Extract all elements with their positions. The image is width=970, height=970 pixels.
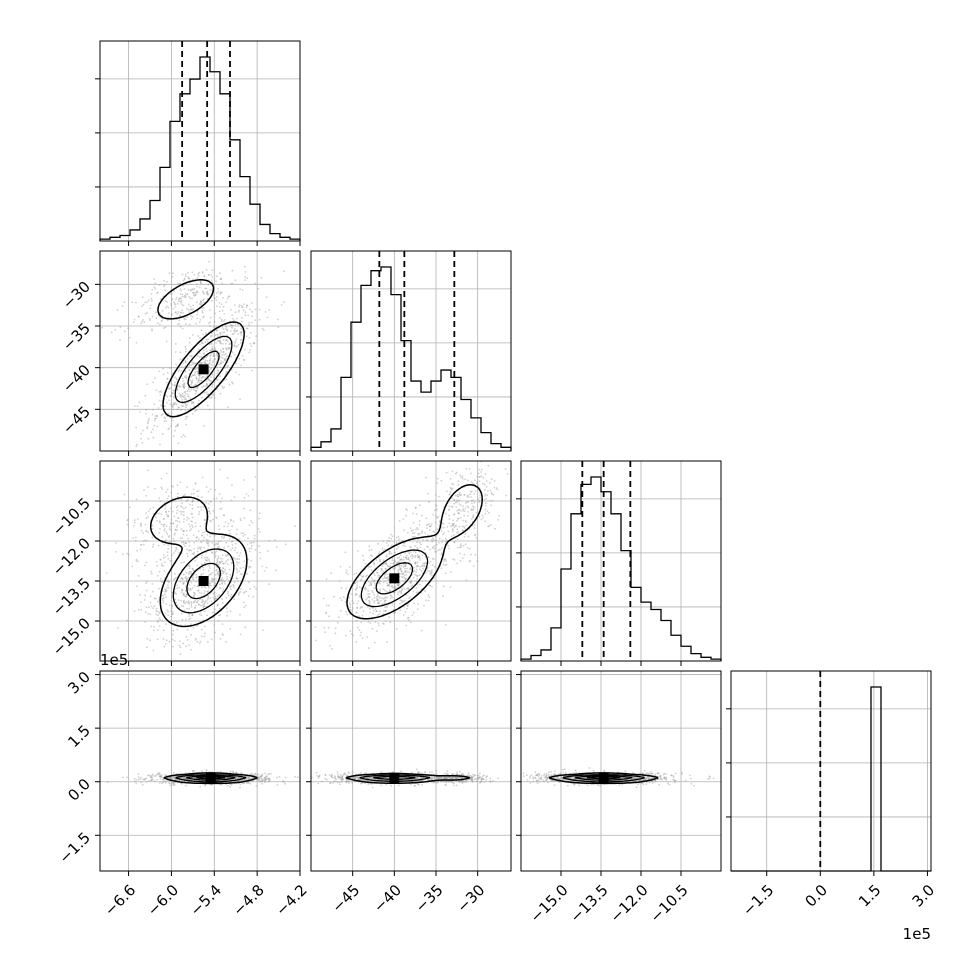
x-tick-label: 0.0 (801, 881, 831, 911)
contour-line (157, 279, 245, 418)
density-peak (389, 773, 400, 784)
panel-frame (99, 460, 301, 662)
y-tick-label: −45 (59, 403, 94, 438)
y-tick-label: −35 (59, 319, 94, 354)
y-offset-label: 1e5 (100, 651, 128, 669)
scatter-points (101, 260, 285, 451)
y-tick-label: −10.5 (49, 494, 94, 539)
y-tick-label: 3.0 (64, 668, 94, 698)
panel-frame (99, 670, 301, 872)
x-tick-label: −30 (453, 881, 488, 916)
x-tick-label: −1.5 (739, 881, 777, 919)
panel-frame (310, 250, 512, 452)
histogram-step-0 (99, 56, 301, 241)
contour-line (174, 335, 233, 404)
x-tick-label: −15.0 (527, 881, 572, 926)
panel-frame (310, 460, 512, 662)
contour-line (345, 772, 471, 784)
histogram-step-3 (731, 686, 931, 872)
density-peak (205, 773, 216, 784)
panel-frame (99, 250, 301, 452)
panel-frame (730, 670, 932, 872)
panel-frame (310, 670, 512, 872)
density-peak (198, 364, 209, 375)
x-tick-label: −5.4 (187, 881, 225, 919)
contour-line (548, 772, 659, 785)
panel-frame (520, 460, 722, 662)
y-tick-label: −12.0 (49, 534, 94, 579)
contour-line (163, 772, 258, 785)
x-tick-label: 3.0 (909, 881, 939, 911)
y-tick-label: 1.5 (64, 721, 94, 751)
y-tick-label: 0.0 (64, 775, 94, 805)
x-tick-label: −35 (412, 881, 447, 916)
scatter-points (521, 767, 715, 789)
histogram-panel-1 (306, 250, 512, 452)
histogram-step-2 (520, 476, 722, 661)
density-panel-3-0 (99, 670, 301, 872)
y-tick-label: −30 (59, 278, 94, 313)
histogram-step-1 (310, 266, 512, 451)
y-tick-label: −15.0 (49, 614, 94, 659)
x-tick-label: −10.5 (647, 881, 692, 926)
x-tick-label: −6.0 (144, 881, 182, 919)
x-tick-label: −45 (328, 881, 363, 916)
density-peak (198, 576, 209, 586)
x-tick-label: −4.2 (272, 881, 310, 919)
histogram-panel-2 (516, 460, 722, 662)
density-panel-2-1 (310, 460, 512, 662)
x-tick-label: −4.8 (229, 881, 267, 919)
y-tick-label: −13.5 (49, 574, 94, 619)
density-panel-3-1 (310, 670, 512, 872)
x-tick-label: −12.0 (607, 881, 652, 926)
contour-line (149, 496, 248, 628)
y-tick-label: −1.5 (56, 829, 94, 867)
x-tick-label: −40 (370, 881, 405, 916)
contour-line (360, 549, 429, 608)
contour-line (172, 548, 235, 614)
density-peak (598, 773, 609, 784)
density-peak (389, 573, 400, 584)
x-tick-label: −13.5 (567, 881, 612, 926)
panel-frame (99, 40, 301, 242)
contour-line (186, 562, 221, 600)
panel-frame (520, 670, 722, 872)
x-offset-label: 1e5 (903, 925, 931, 943)
contour-line (346, 483, 483, 620)
contour-line (375, 562, 414, 595)
y-tick-label: −40 (59, 361, 94, 396)
density-panel-2-0 (99, 460, 301, 662)
density-panel-3-2 (520, 670, 722, 872)
x-tick-label: −6.6 (101, 881, 139, 919)
histogram-panel-3 (726, 670, 932, 872)
contour-line (187, 350, 220, 389)
density-panel-1-0 (99, 250, 301, 452)
x-tick-label: 1.5 (855, 881, 885, 911)
histogram-panel-0 (95, 40, 301, 242)
scatter-points (314, 461, 511, 650)
